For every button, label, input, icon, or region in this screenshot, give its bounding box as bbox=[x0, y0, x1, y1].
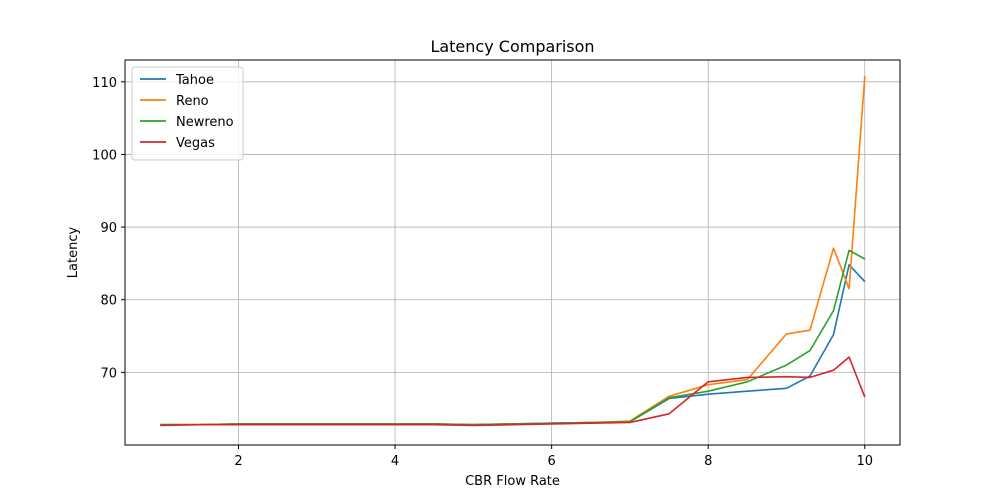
axis-ticks: 2 4 6 8 10 70 80 90 100 110 bbox=[92, 76, 873, 469]
legend-label: Reno bbox=[176, 94, 209, 109]
plot-frame bbox=[124, 59, 901, 446]
y-tick-label: 70 bbox=[100, 366, 117, 381]
x-tick-label: 8 bbox=[704, 454, 712, 469]
x-axis-label: CBR Flow Rate bbox=[465, 474, 560, 489]
legend-label: Tahoe bbox=[175, 73, 214, 88]
y-tick-label: 80 bbox=[100, 294, 117, 309]
series-line-vegas bbox=[160, 356, 866, 427]
y-tick-label: 90 bbox=[100, 221, 117, 236]
legend-label: Newreno bbox=[176, 115, 234, 130]
x-tick-label: 4 bbox=[391, 454, 399, 469]
legend-box bbox=[131, 66, 244, 161]
y-axis-label: Latency bbox=[66, 227, 81, 279]
x-tick-label: 2 bbox=[234, 454, 242, 469]
x-tick-label: 6 bbox=[548, 454, 556, 469]
grid-lines bbox=[125, 60, 900, 445]
chart-title: Latency Comparison bbox=[430, 37, 594, 56]
legend: Tahoe Reno Newreno Vegas bbox=[131, 66, 244, 161]
legend-label: Vegas bbox=[176, 136, 215, 151]
y-tick-label: 110 bbox=[92, 76, 117, 91]
x-tick-label: 10 bbox=[856, 454, 873, 469]
y-tick-label: 100 bbox=[92, 148, 117, 163]
series-lines bbox=[160, 75, 866, 427]
